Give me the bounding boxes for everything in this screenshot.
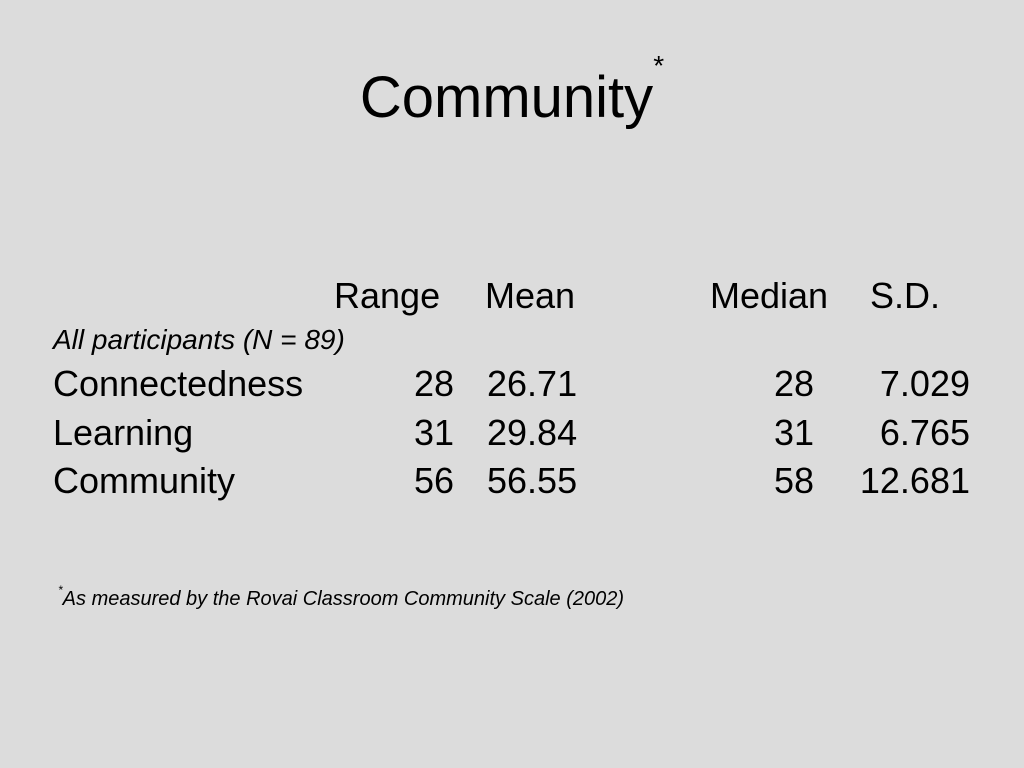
table-subheading: All participants (N = 89) (53, 324, 345, 355)
row-label-learning: Learning (53, 412, 194, 453)
column-header-sd: S.D. (870, 275, 941, 316)
footnote-text: As measured by the Rovai Classroom Commu… (62, 588, 625, 610)
footnote-marker: * (58, 583, 63, 597)
cell-mean: 26.71 (487, 363, 578, 404)
cell-range: 31 (413, 412, 454, 453)
title-footnote-marker: * (653, 50, 665, 81)
cell-sd: 12.681 (859, 460, 970, 501)
cell-sd: 6.765 (879, 412, 970, 453)
column-header-range: Range (334, 275, 441, 316)
cell-range: 28 (413, 363, 454, 404)
column-header-mean: Mean (485, 275, 576, 316)
cell-median: 31 (773, 412, 814, 453)
cell-range: 56 (413, 460, 454, 501)
cell-median: 58 (773, 460, 814, 501)
row-label-connectedness: Connectedness (53, 363, 304, 404)
slide-title: Community* (0, 52, 1024, 138)
footnote: *As measured by the Rovai Classroom Comm… (58, 583, 625, 612)
slide-title-text: Community (359, 65, 654, 130)
cell-median: 28 (773, 363, 814, 404)
column-header-median: Median (710, 275, 829, 316)
cell-mean: 56.55 (487, 460, 578, 501)
cell-sd: 7.029 (879, 363, 970, 404)
row-label-community: Community (53, 460, 236, 501)
cell-mean: 29.84 (487, 412, 578, 453)
